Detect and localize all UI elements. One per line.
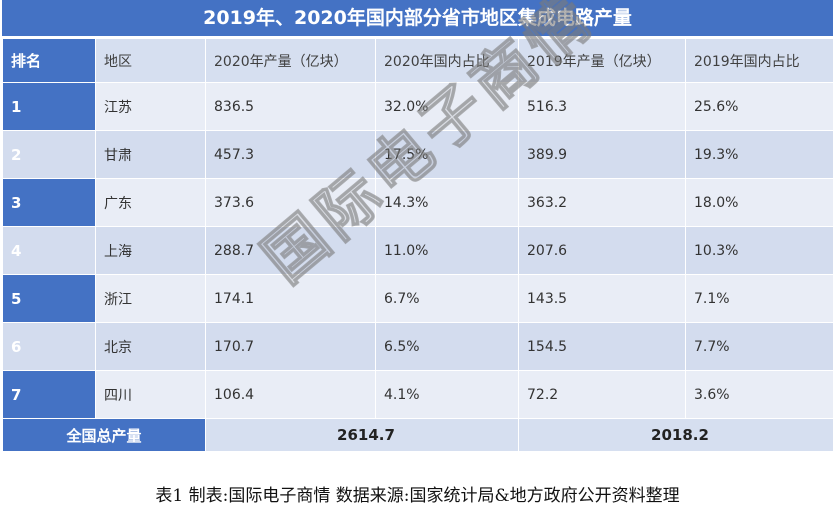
rank-cell: 5: [2, 274, 96, 323]
share-2019-cell: 3.6%: [685, 370, 834, 419]
header-share-2020: 2020年国内占比: [375, 38, 519, 83]
table-row: 4 上海 288.7 11.0% 207.6 10.3%: [2, 226, 834, 275]
production-2020-cell: 288.7: [205, 226, 376, 275]
rank-cell: 6: [2, 322, 96, 371]
table-row: 2 甘肃 457.3 17.5% 389.9 19.3%: [2, 130, 834, 179]
table-row: 5 浙江 174.1 6.7% 143.5 7.1%: [2, 274, 834, 323]
production-table: 排名 地区 2020年产量（亿块） 2020年国内占比 2019年产量（亿块） …: [2, 38, 834, 452]
share-2020-cell: 4.1%: [375, 370, 519, 419]
production-2020-cell: 106.4: [205, 370, 376, 419]
header-region: 地区: [95, 38, 206, 83]
production-2020-cell: 170.7: [205, 322, 376, 371]
header-production-2019: 2019年产量（亿块）: [518, 38, 686, 83]
table-row: 7 四川 106.4 4.1% 72.2 3.6%: [2, 370, 834, 419]
header-row: 排名 地区 2020年产量（亿块） 2020年国内占比 2019年产量（亿块） …: [2, 38, 834, 83]
table-row: 1 江苏 836.5 32.0% 516.3 25.6%: [2, 82, 834, 131]
share-2020-cell: 6.5%: [375, 322, 519, 371]
total-label: 全国总产量: [2, 418, 206, 452]
table-row: 3 广东 373.6 14.3% 363.2 18.0%: [2, 178, 834, 227]
share-2019-cell: 18.0%: [685, 178, 834, 227]
share-2020-cell: 32.0%: [375, 82, 519, 131]
region-cell: 江苏: [95, 82, 206, 131]
header-rank: 排名: [2, 38, 96, 83]
production-2019-cell: 363.2: [518, 178, 686, 227]
production-2019-cell: 389.9: [518, 130, 686, 179]
total-row: 全国总产量 2614.7 2018.2: [2, 418, 834, 452]
table-caption: 表1 制表:国际电子商情 数据来源:国家统计局&地方政府公开资料整理: [155, 486, 680, 506]
production-2020-cell: 174.1: [205, 274, 376, 323]
production-2019-cell: 143.5: [518, 274, 686, 323]
share-2019-cell: 10.3%: [685, 226, 834, 275]
rank-cell: 7: [2, 370, 96, 419]
region-cell: 四川: [95, 370, 206, 419]
production-2019-cell: 72.2: [518, 370, 686, 419]
share-2020-cell: 11.0%: [375, 226, 519, 275]
share-2019-cell: 25.6%: [685, 82, 834, 131]
share-2019-cell: 19.3%: [685, 130, 834, 179]
total-2019-value: 2018.2: [518, 418, 834, 452]
table-title: 2019年、2020年国内部分省市地区集成电路产量: [2, 0, 833, 38]
header-share-2019: 2019年国内占比: [685, 38, 834, 83]
rank-cell: 1: [2, 82, 96, 131]
share-2020-cell: 14.3%: [375, 178, 519, 227]
share-2020-cell: 6.7%: [375, 274, 519, 323]
region-cell: 上海: [95, 226, 206, 275]
rank-cell: 2: [2, 130, 96, 179]
share-2020-cell: 17.5%: [375, 130, 519, 179]
production-2020-cell: 457.3: [205, 130, 376, 179]
share-2019-cell: 7.1%: [685, 274, 834, 323]
region-cell: 广东: [95, 178, 206, 227]
production-2020-cell: 373.6: [205, 178, 376, 227]
table-row: 6 北京 170.7 6.5% 154.5 7.7%: [2, 322, 834, 371]
header-production-2020: 2020年产量（亿块）: [205, 38, 376, 83]
rank-cell: 3: [2, 178, 96, 227]
production-2019-cell: 154.5: [518, 322, 686, 371]
table-figure: 2019年、2020年国内部分省市地区集成电路产量 排名 地区 2020年产量（…: [2, 0, 834, 452]
region-cell: 甘肃: [95, 130, 206, 179]
region-cell: 北京: [95, 322, 206, 371]
production-2019-cell: 516.3: [518, 82, 686, 131]
production-2019-cell: 207.6: [518, 226, 686, 275]
total-2020-value: 2614.7: [205, 418, 519, 452]
production-2020-cell: 836.5: [205, 82, 376, 131]
region-cell: 浙江: [95, 274, 206, 323]
rank-cell: 4: [2, 226, 96, 275]
share-2019-cell: 7.7%: [685, 322, 834, 371]
